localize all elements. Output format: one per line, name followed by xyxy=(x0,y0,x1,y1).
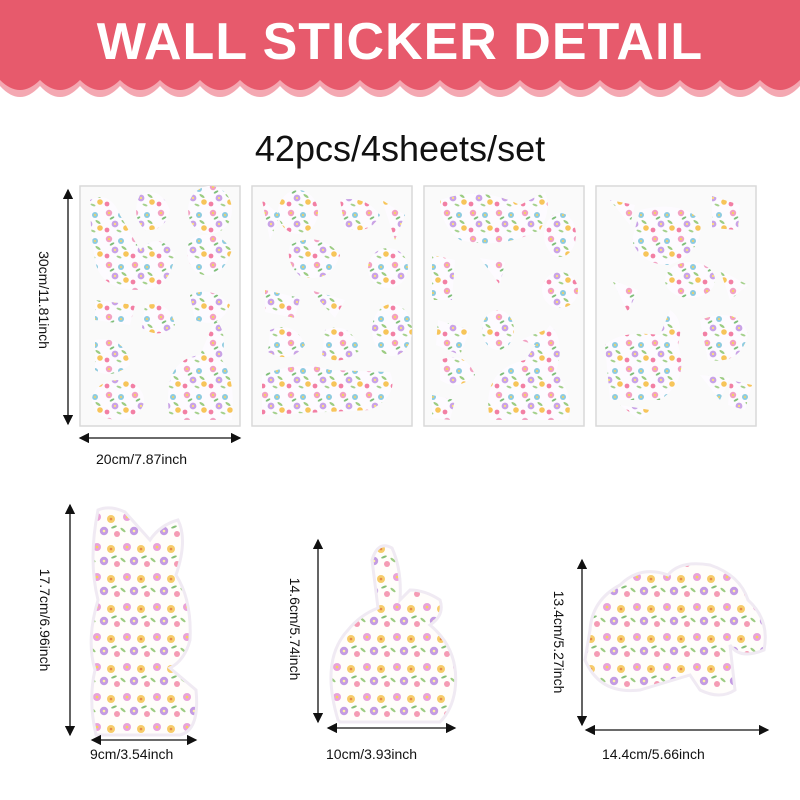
bunny1-height-label: 17.7cm/6.96inch xyxy=(37,568,53,672)
sticker-sheets xyxy=(79,185,757,427)
banner-scallop-edge xyxy=(0,78,800,97)
set-count-subtitle: 42pcs/4sheets/set xyxy=(254,128,546,169)
bunny1-width-label: 9cm/3.54inch xyxy=(90,746,174,762)
sticker-sheet-3 xyxy=(423,185,585,427)
bunny3-height-label: 13.4cm/5.27inch xyxy=(551,590,567,694)
bunny2-width-label: 10cm/3.93inch xyxy=(326,746,418,762)
banner xyxy=(0,0,800,97)
bunny2-height-label: 14.6cm/5.74inch xyxy=(287,577,303,681)
sticker-sheet-2 xyxy=(251,185,413,427)
sheet-width-label: 20cm/7.87inch xyxy=(96,451,188,467)
sheet-height-label: 30cm/11.81inch xyxy=(36,251,52,349)
bunny3-width-label: 14.4cm/5.66inch xyxy=(602,746,705,762)
sticker-sheet-4 xyxy=(595,185,757,427)
bunny-sticker-standing xyxy=(89,506,199,737)
bunny-sticker-sitting xyxy=(329,544,458,724)
sticker-sheet-1 xyxy=(79,185,241,427)
banner-title: WALL STICKER DETAIL xyxy=(96,13,704,71)
bunny-sticker-crouching xyxy=(583,562,767,697)
